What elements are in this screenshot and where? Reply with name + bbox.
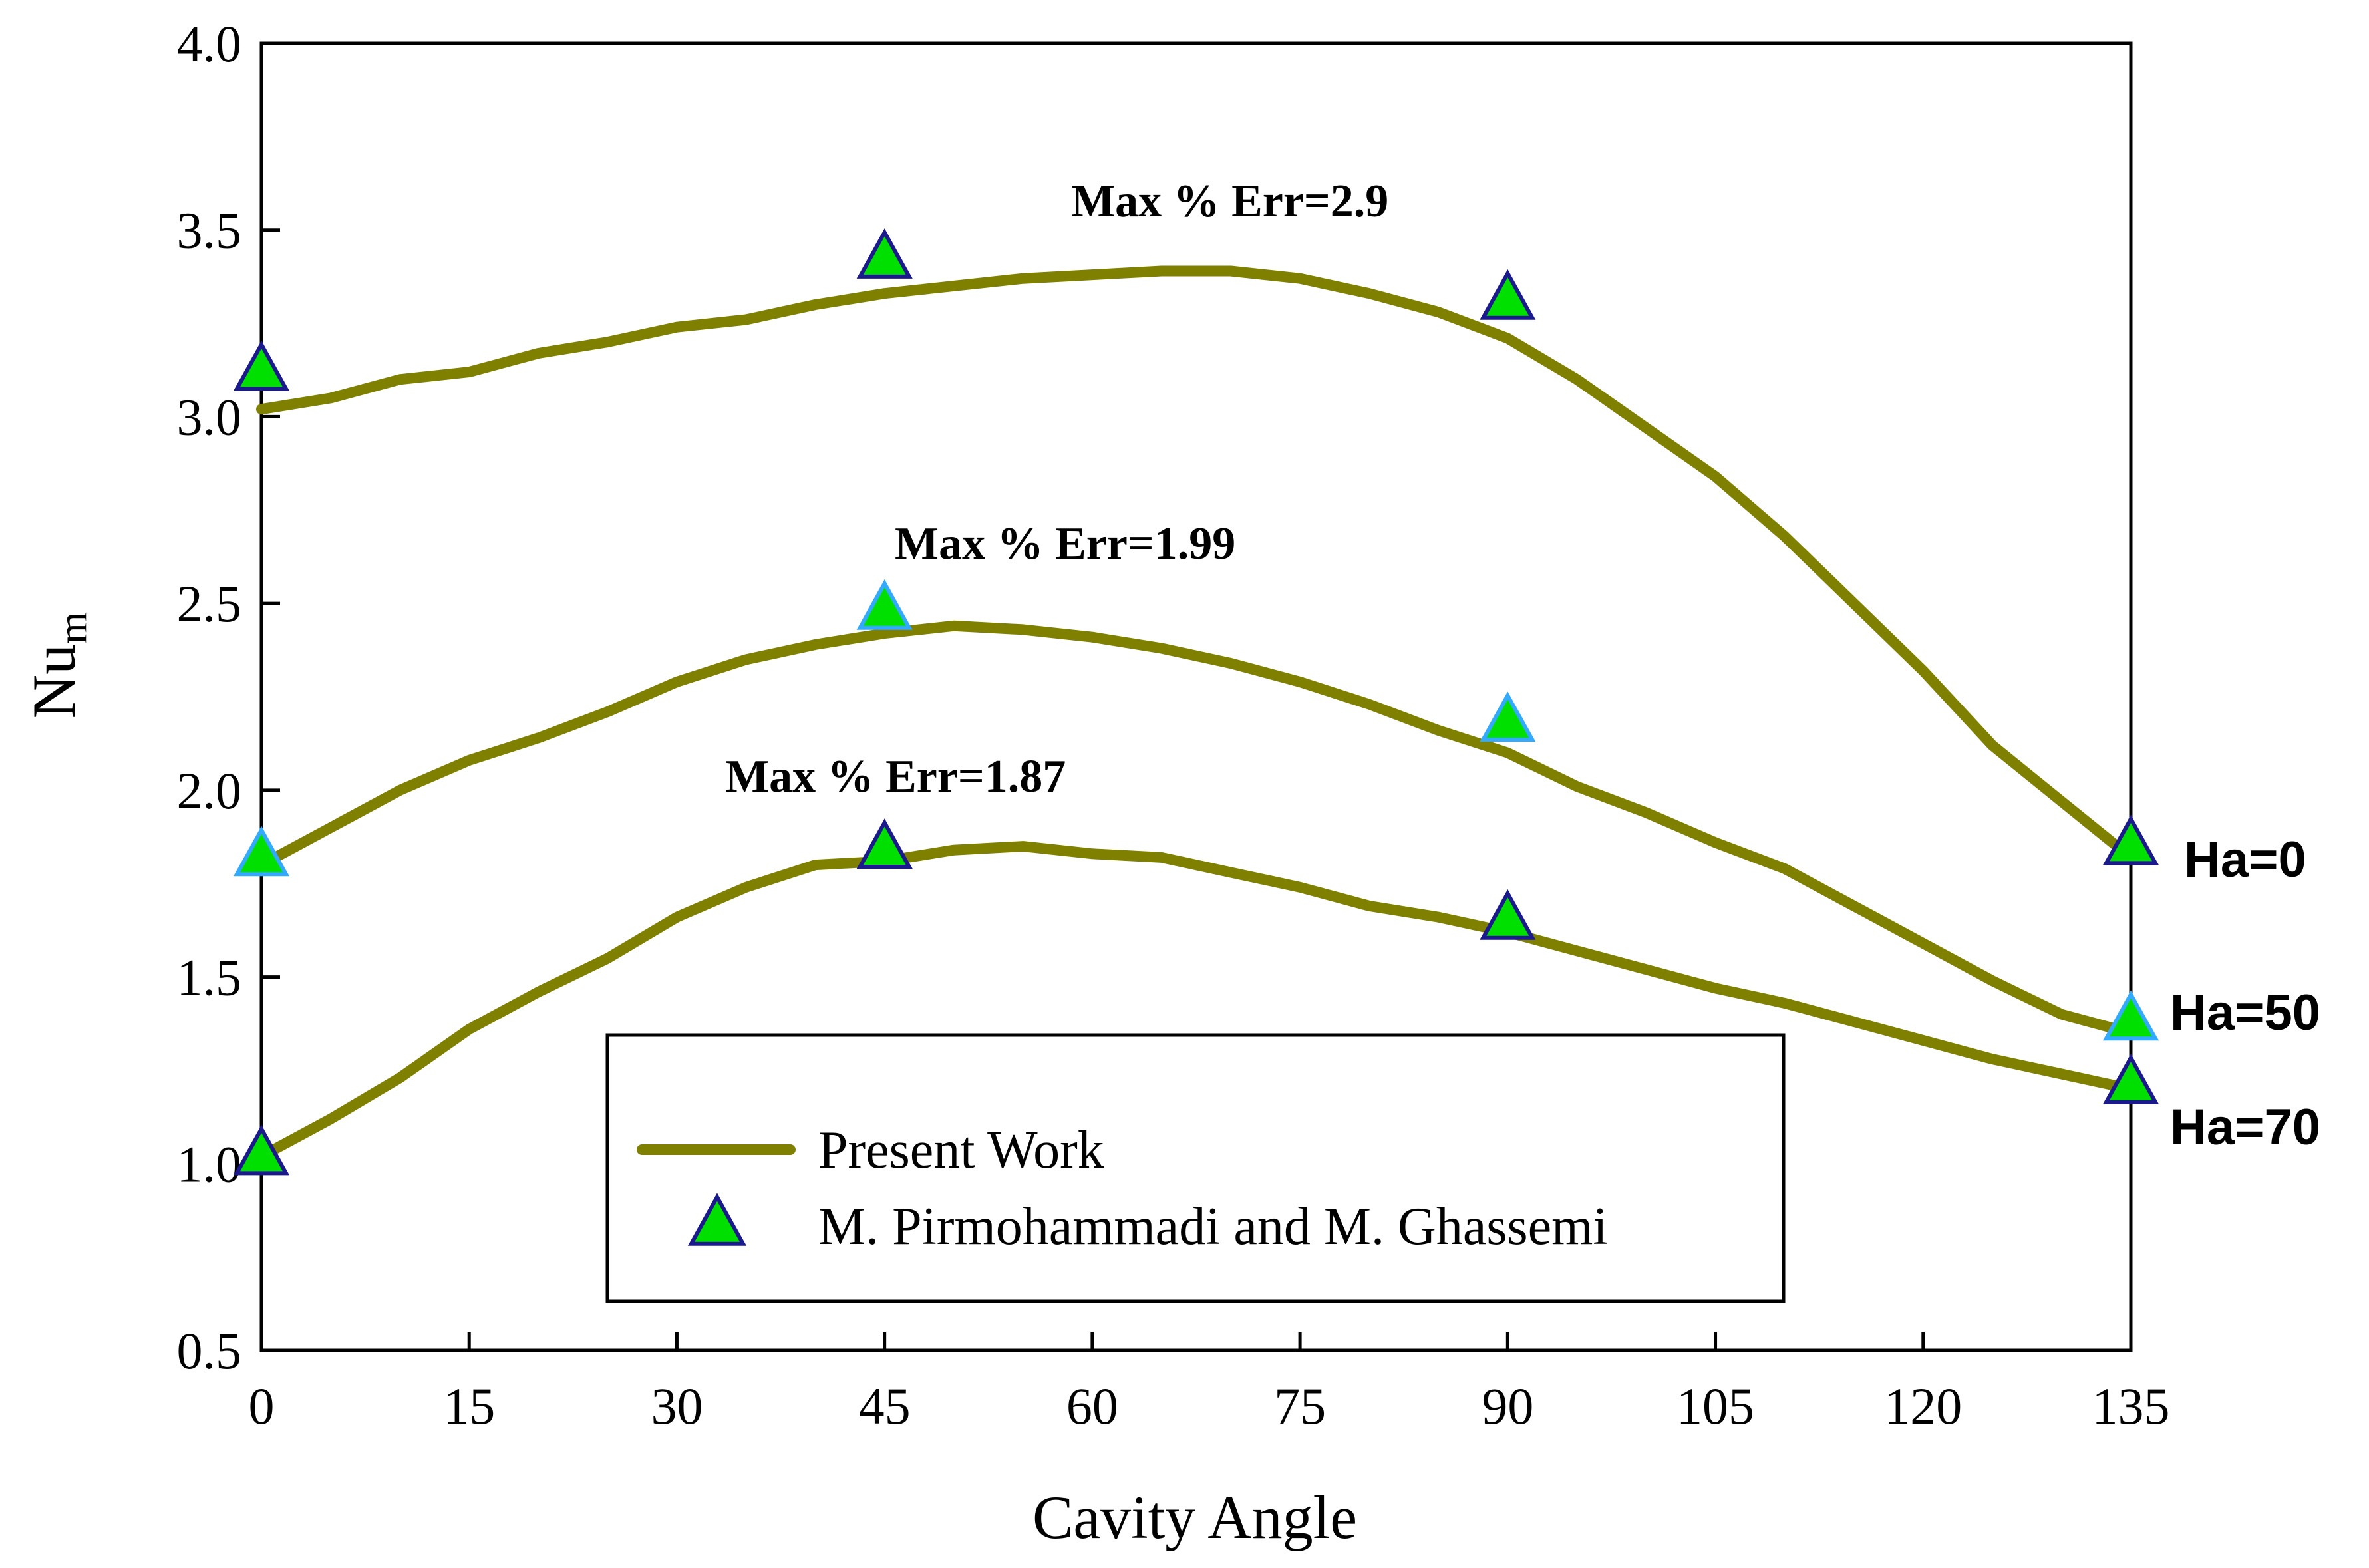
legend-box — [605, 1033, 1786, 1303]
data-point-marker — [233, 1124, 290, 1176]
x-tick-label: 120 — [1884, 1377, 1962, 1435]
legend-marker-triangle — [687, 1193, 747, 1246]
x-axis-ticks: 0 15 30 45 60 75 90 105 120 135 — [249, 1332, 2170, 1435]
annotation-ha50: Max % Err=1.99 — [895, 518, 1235, 569]
x-tick-label: 45 — [859, 1377, 911, 1435]
data-point-marker — [1480, 269, 1536, 320]
data-point-marker — [233, 826, 290, 877]
series-line-ha50 — [256, 620, 2136, 1038]
series-label-ha50: Ha=50 — [2170, 985, 2320, 1041]
series-line-ha0 — [256, 265, 2136, 863]
y-axis-title-subscript: m — [51, 612, 96, 644]
legend-label-present-work: Present Work — [818, 1121, 1104, 1179]
y-tick-label: 4.0 — [177, 15, 242, 73]
legend: Present Work M. Pirmohammadi and M. Ghas… — [605, 1033, 1786, 1303]
series-markers — [233, 228, 2159, 1176]
x-axis-title: Cavity Angle — [1032, 1484, 1357, 1551]
y-tick-label: 1.0 — [177, 1135, 242, 1193]
data-point-marker — [1480, 691, 1536, 742]
y-tick-label: 2.5 — [177, 575, 242, 633]
data-point-marker — [233, 340, 290, 391]
series-label-ha70: Ha=70 — [2170, 1099, 2320, 1156]
y-tick-label: 3.0 — [177, 388, 242, 446]
legend-label-pirmohammadi-ghassemi: M. Pirmohammadi and M. Ghassemi — [818, 1197, 1608, 1256]
series-label-ha0: Ha=0 — [2184, 832, 2306, 888]
x-tick-label: 90 — [1482, 1377, 1533, 1435]
data-point-marker — [2102, 814, 2159, 865]
y-axis-title-base: Nu — [20, 644, 88, 718]
plot-frame — [259, 41, 2133, 1352]
data-point-marker — [856, 579, 913, 630]
annotation-ha0: Max % Err=2.9 — [1071, 176, 1388, 227]
y-axis-title-group: Num — [20, 612, 96, 719]
y-tick-label: 2.0 — [177, 762, 242, 820]
x-tick-label: 60 — [1066, 1377, 1118, 1435]
data-point-marker — [856, 228, 913, 279]
x-tick-label: 75 — [1274, 1377, 1326, 1435]
x-tick-label: 30 — [651, 1377, 703, 1435]
data-point-marker — [2102, 990, 2159, 1041]
y-tick-label: 0.5 — [177, 1322, 242, 1380]
y-axis-title: Num — [20, 612, 96, 719]
data-point-marker — [1480, 889, 1536, 940]
x-tick-label: 135 — [2092, 1377, 2170, 1435]
x-tick-label: 0 — [249, 1377, 275, 1435]
x-tick-label: 105 — [1676, 1377, 1754, 1435]
data-point-marker — [2102, 1053, 2159, 1104]
y-tick-label: 1.5 — [177, 949, 242, 1007]
x-tick-label: 15 — [443, 1377, 495, 1435]
data-point-marker — [856, 818, 913, 869]
annotation-ha70: Max % Err=1.87 — [725, 751, 1066, 802]
y-tick-label: 3.5 — [177, 202, 242, 259]
y-axis-ticks: 0.5 1.0 1.5 2.0 2.5 3.0 3.5 4.0 — [177, 15, 280, 1380]
series-lines — [256, 265, 2136, 1162]
series-line-ha70 — [256, 841, 2136, 1162]
